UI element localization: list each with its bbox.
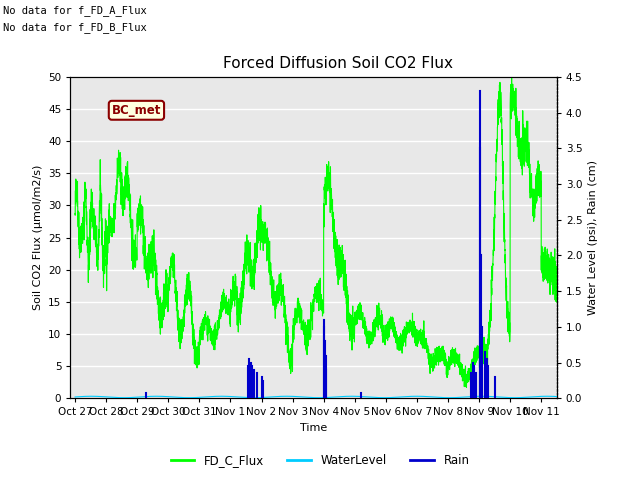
Title: Forced Diffusion Soil CO2 Flux: Forced Diffusion Soil CO2 Flux — [223, 57, 453, 72]
Y-axis label: Soil CO2 Flux (μmol/m2/s): Soil CO2 Flux (μmol/m2/s) — [33, 165, 43, 310]
X-axis label: Time: Time — [300, 423, 327, 433]
Y-axis label: Water Level (psi), Rain (cm): Water Level (psi), Rain (cm) — [588, 160, 598, 315]
Text: No data for f_FD_B_Flux: No data for f_FD_B_Flux — [3, 22, 147, 33]
Legend: FD_C_Flux, WaterLevel, Rain: FD_C_Flux, WaterLevel, Rain — [166, 449, 474, 472]
Text: BC_met: BC_met — [112, 104, 161, 117]
Text: No data for f_FD_A_Flux: No data for f_FD_A_Flux — [3, 5, 147, 16]
